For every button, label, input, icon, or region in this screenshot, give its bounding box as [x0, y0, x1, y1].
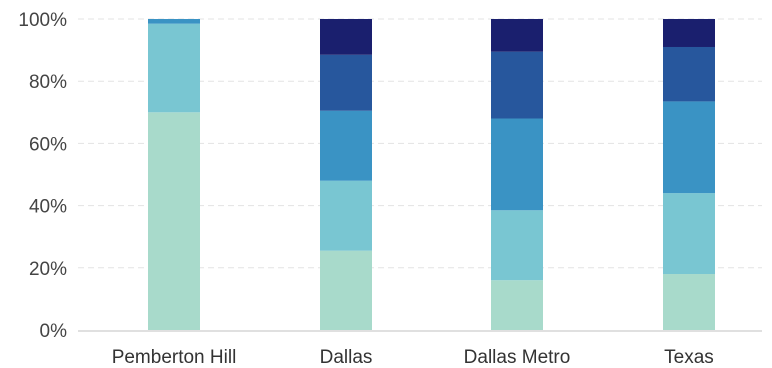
y-axis-ticks: 0% 20% 40% 60% 80% 100% [18, 10, 67, 342]
bar-segment [320, 19, 372, 55]
bar-segment [491, 280, 543, 330]
bar-segment [320, 180, 372, 251]
bar-segment [663, 274, 715, 330]
y-tick-label: 0% [40, 321, 68, 342]
y-tick-label: 60% [29, 134, 67, 155]
bar-segment [148, 19, 200, 24]
bar-segment [663, 46, 715, 102]
bar-segment [491, 210, 543, 281]
bar-segment [663, 101, 715, 194]
x-category-label: Dallas [320, 347, 373, 368]
bar-segment [491, 51, 543, 119]
bars [148, 19, 715, 330]
bar-segment [320, 54, 372, 111]
bar-segment [491, 118, 543, 211]
y-tick-label: 100% [18, 10, 67, 31]
bar-segment [663, 19, 715, 47]
bar-segment [320, 250, 372, 330]
bar-segment [148, 23, 200, 113]
bar-segment [491, 19, 543, 52]
bar-segment [320, 110, 372, 181]
bar-segment [663, 193, 715, 275]
x-category-label: Pemberton Hill [112, 347, 237, 368]
x-category-label: Dallas Metro [464, 347, 571, 368]
x-category-label: Texas [664, 347, 714, 368]
y-tick-label: 20% [29, 259, 67, 280]
y-tick-label: 80% [29, 72, 67, 93]
y-tick-label: 40% [29, 197, 67, 218]
x-axis-categories: Pemberton Hill Dallas Dallas Metro Texas [112, 347, 714, 368]
bar-segment [148, 112, 200, 330]
